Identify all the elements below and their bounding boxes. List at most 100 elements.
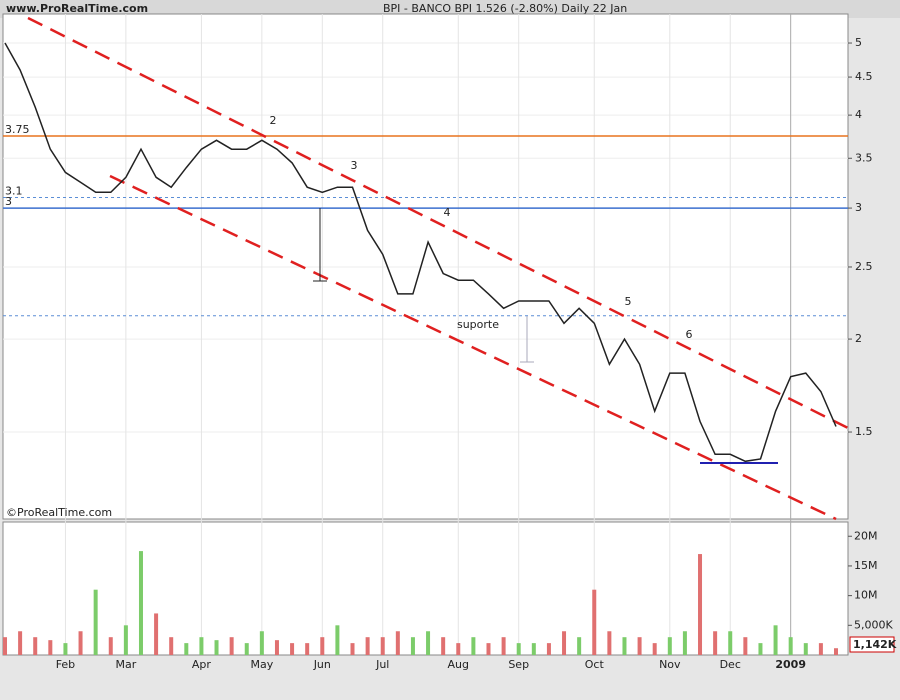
copyright: ©ProRealTime.com — [6, 506, 112, 519]
volume-bar — [803, 643, 808, 655]
volume-bar — [93, 589, 98, 655]
price-line — [4, 42, 837, 463]
volume-bar — [698, 554, 703, 655]
volume-bar — [244, 643, 249, 655]
volume-bar — [562, 631, 567, 655]
volume-bar — [607, 631, 612, 655]
level-label: 3 — [5, 195, 12, 208]
current-volume-box — [849, 636, 895, 653]
annotation: 3 — [351, 159, 358, 172]
y-tick-label: 1.5 — [855, 425, 873, 438]
trend-line — [109, 174, 837, 521]
x-tick-label: Sep — [508, 658, 529, 671]
y-tick-label: 20M — [854, 529, 878, 542]
volume-bar — [501, 637, 506, 655]
volume-panel — [2, 521, 849, 656]
channel — [27, 16, 849, 521]
annotation: 6 — [686, 328, 693, 341]
y-tick-label: 4.5 — [855, 70, 873, 83]
x-tick-label: Jul — [375, 658, 389, 671]
y-tick-label: 3.5 — [855, 151, 873, 164]
volume-bar — [818, 643, 823, 655]
volume-bar — [290, 643, 295, 655]
y-tick-label: 4 — [855, 108, 862, 121]
volume-bar — [154, 613, 159, 655]
level-label: 3.75 — [5, 123, 30, 136]
volume-bar — [199, 637, 204, 655]
volume-bar — [456, 643, 461, 655]
annotation: 4 — [444, 206, 451, 219]
volume-bar — [682, 631, 687, 655]
current-volume-label: 1,142K — [853, 638, 897, 651]
volume-bar — [184, 643, 189, 655]
volume-bar — [365, 637, 370, 655]
x-tick-label: Feb — [56, 658, 75, 671]
annotation: suporte — [457, 318, 499, 331]
volume-bar — [350, 643, 355, 655]
volume-bar — [259, 631, 264, 655]
volume-bar — [788, 637, 793, 655]
volume-bar — [48, 640, 53, 655]
volume-bar — [214, 640, 219, 655]
volume-bar — [123, 625, 128, 655]
volume-bar — [395, 631, 400, 655]
volume-bar — [18, 631, 23, 655]
volume-bar — [108, 637, 113, 655]
y-tick-label: 10M — [854, 589, 878, 602]
volume-bar — [516, 643, 521, 655]
annotation: 5 — [625, 295, 632, 308]
volume-bar — [169, 637, 174, 655]
site-name: www.ProRealTime.com — [6, 2, 148, 15]
level-label: 3.1 — [5, 184, 23, 197]
volume-bar — [274, 640, 279, 655]
volume-bar — [138, 551, 143, 655]
volume-bar — [622, 637, 627, 655]
y-tick-label: 3 — [855, 201, 862, 214]
x-tick-label: May — [250, 658, 273, 671]
y-tick-label: 15M — [854, 559, 878, 572]
y-tick-label: 2 — [855, 332, 862, 345]
volume-bar — [713, 631, 718, 655]
annotation: 2 — [270, 114, 277, 127]
trend-line — [27, 16, 849, 430]
plot — [3, 42, 838, 655]
volume-bar — [486, 643, 491, 655]
x-tick-label: Dec — [720, 658, 741, 671]
volume-bar — [577, 637, 582, 655]
x-tick-label: 2009 — [775, 658, 806, 671]
levels: 3.753.13 — [3, 123, 848, 317]
volume-bar — [743, 637, 748, 655]
volume-bar — [426, 631, 431, 655]
x-tick-label: Nov — [659, 658, 681, 671]
volume-bar — [773, 625, 778, 655]
volume-bar — [546, 643, 551, 655]
volume-bar — [78, 631, 83, 655]
x-tick-label: Aug — [448, 658, 469, 671]
volume-bar — [592, 589, 597, 655]
x-tick-label: Oct — [585, 658, 605, 671]
volume-bar — [652, 643, 657, 655]
volume-bar — [667, 637, 672, 655]
x-tick-label: Mar — [115, 658, 136, 671]
volume-bar — [229, 637, 234, 655]
volume-bar — [471, 637, 476, 655]
volume-bar — [380, 637, 385, 655]
chart-title: BPI - BANCO BPI 1.526 (-2.80%) Daily 22 … — [383, 2, 627, 15]
x-tick-label: Apr — [192, 658, 212, 671]
volume-bar — [834, 648, 838, 655]
volume-bar — [531, 643, 536, 655]
volume-bar — [441, 637, 446, 655]
y-tick-label: 2.5 — [855, 260, 873, 273]
y-tick-label: 5 — [855, 36, 862, 49]
volume-bar — [320, 637, 325, 655]
volume-bar — [3, 637, 7, 655]
volume-bar — [33, 637, 38, 655]
volume-bar — [637, 637, 642, 655]
volume-bar — [335, 625, 340, 655]
volume-bar — [728, 631, 733, 655]
volume-bar — [63, 643, 68, 655]
volume-bar — [410, 637, 415, 655]
y-tick-label: 5,000K — [854, 618, 893, 631]
